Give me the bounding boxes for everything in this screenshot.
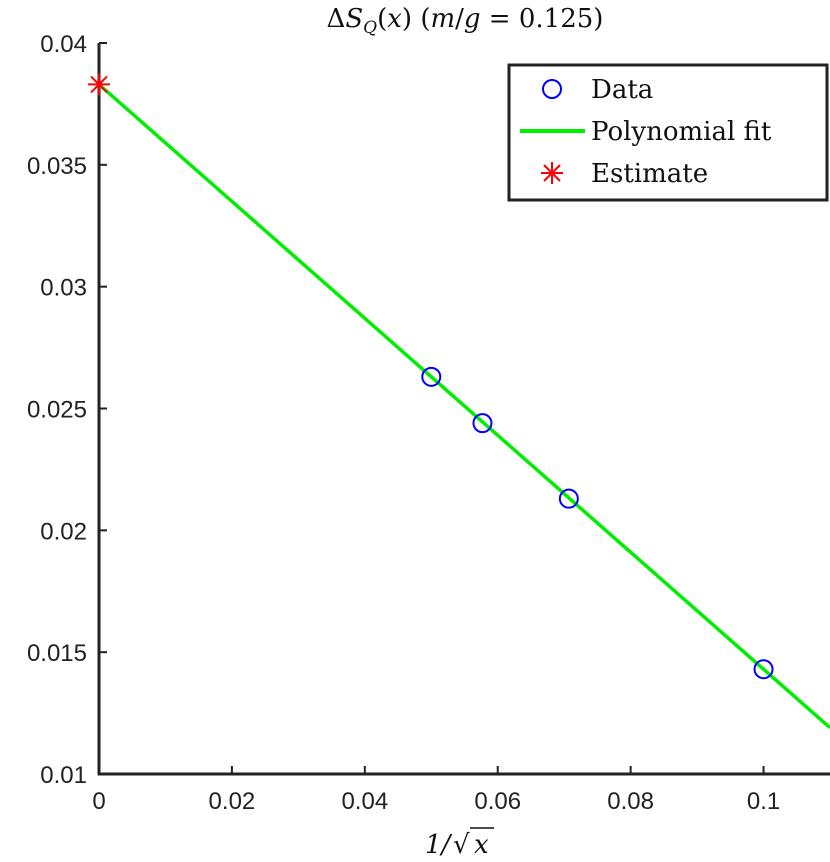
- data-point: [753, 659, 774, 680]
- legend-fit-label: Polynomial fit: [591, 117, 772, 147]
- series-layer: [88, 73, 830, 730]
- y-axis-ticks: 0.01 0.015 0.02 0.025 0.03 0.035 0.04: [27, 31, 107, 789]
- legend: Data Polynomial fit Estimate: [507, 63, 829, 202]
- y-tick-label: 0.01: [40, 762, 87, 789]
- x-tick-label: 0: [92, 788, 105, 815]
- y-tick-label: 0.02: [40, 518, 87, 545]
- chart-title: ΔSQ(x) (m/g = 0.125): [327, 4, 604, 38]
- legend-data-marker: [542, 79, 562, 99]
- legend-estimate-marker: [541, 162, 563, 184]
- x-tick-label: 0.08: [607, 788, 654, 815]
- estimate-point: [88, 73, 110, 96]
- legend-item-data: Data: [542, 75, 653, 105]
- x-tick-label: 0.04: [341, 788, 388, 815]
- svg-text:√: √: [453, 830, 470, 860]
- data-point: [472, 413, 493, 434]
- legend-item-estimate: Estimate: [541, 159, 708, 189]
- y-tick-label: 0.035: [27, 153, 87, 180]
- legend-data-label: Data: [591, 75, 653, 105]
- fit-line: [97, 83, 830, 730]
- svg-text:1/: 1/: [425, 830, 453, 860]
- y-tick-label: 0.015: [27, 640, 87, 667]
- x-tick-label: 0.06: [474, 788, 521, 815]
- svg-text:x: x: [474, 830, 489, 860]
- x-axis-label: 1/ √ x: [425, 827, 494, 860]
- y-tick-label: 0.025: [27, 397, 87, 424]
- y-tick-label: 0.03: [40, 275, 87, 302]
- x-tick-label: 0.02: [209, 788, 256, 815]
- legend-item-fit: Polynomial fit: [520, 117, 772, 147]
- data-point: [558, 488, 579, 509]
- x-axis-ticks: 0 0.02 0.04 0.06 0.08 0.1: [92, 766, 780, 815]
- y-tick-label: 0.04: [40, 31, 87, 58]
- x-tick-label: 0.1: [747, 788, 780, 815]
- legend-estimate-label: Estimate: [591, 159, 708, 189]
- data-point: [421, 366, 442, 387]
